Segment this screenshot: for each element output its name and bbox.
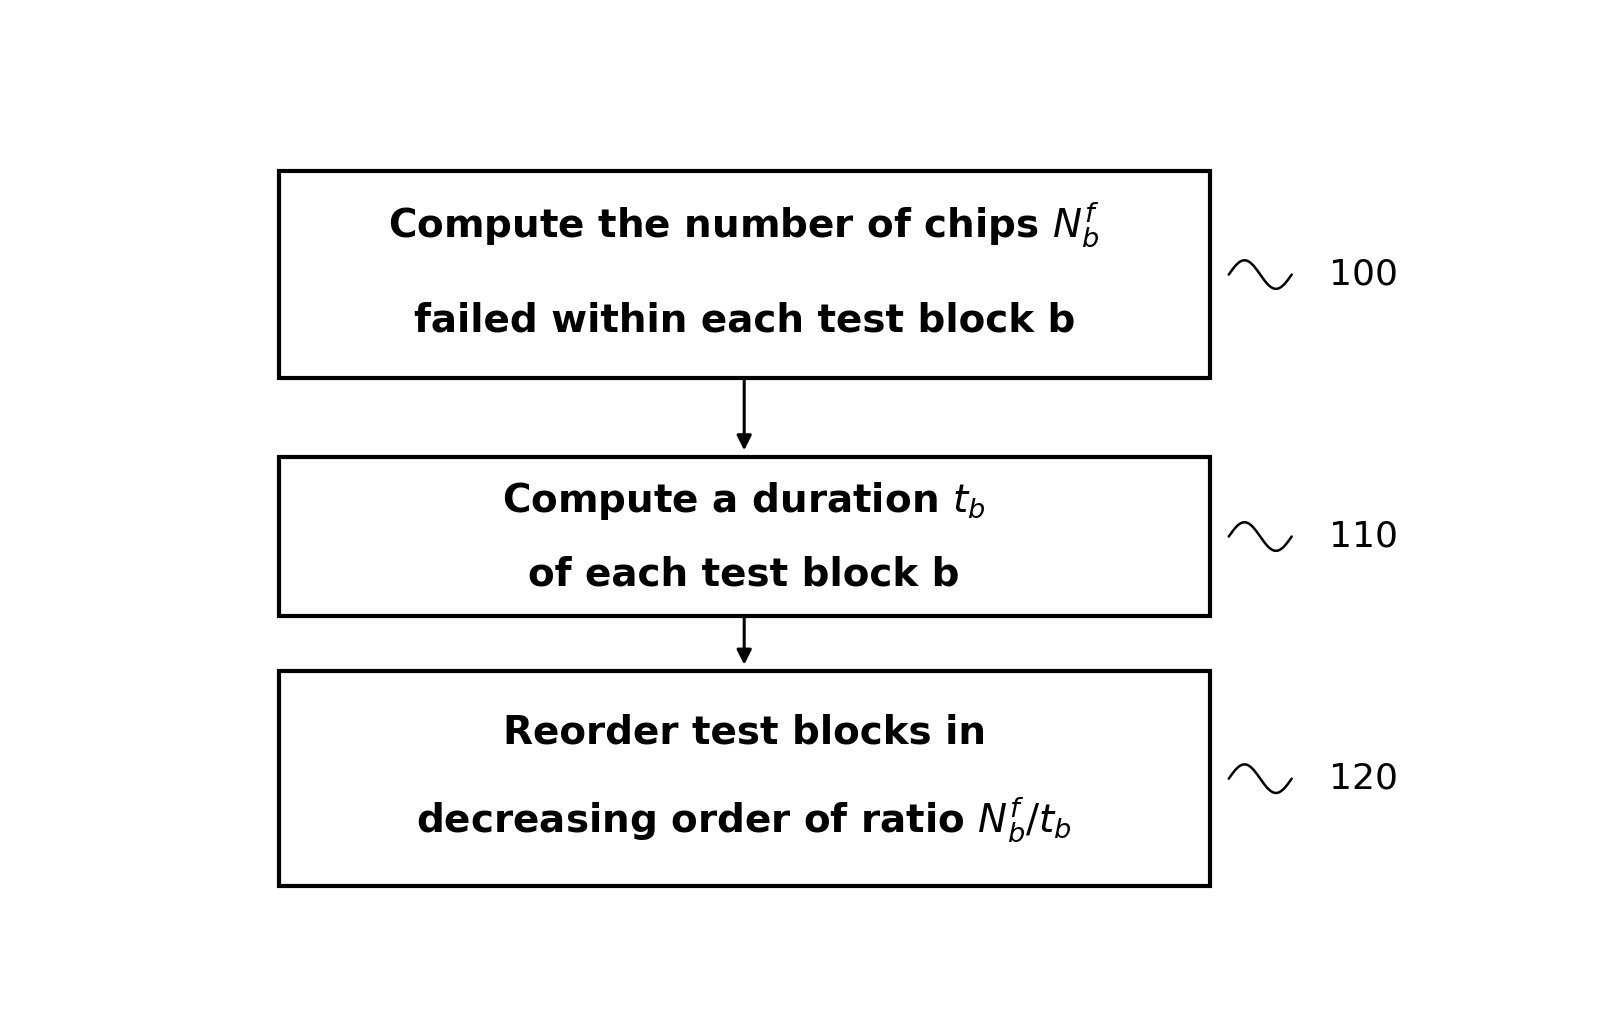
Text: failed within each test block b: failed within each test block b	[414, 302, 1074, 339]
FancyBboxPatch shape	[279, 457, 1209, 616]
Text: Compute the number of chips $\it{N}_{\it{b}}^{\it{f}}$: Compute the number of chips $\it{N}_{\it…	[388, 200, 1099, 251]
Text: 110: 110	[1329, 520, 1397, 554]
Text: 100: 100	[1329, 258, 1397, 292]
Text: of each test block b: of each test block b	[527, 556, 959, 594]
Text: 120: 120	[1329, 762, 1397, 796]
Text: decreasing order of ratio $\it{N}_{\it{b}}^{\it{f}}/\it{t}_{\it{b}}$: decreasing order of ratio $\it{N}_{\it{b…	[415, 795, 1071, 845]
Text: Reorder test blocks in: Reorder test blocks in	[503, 713, 985, 752]
FancyBboxPatch shape	[279, 671, 1209, 886]
FancyBboxPatch shape	[279, 171, 1209, 377]
Text: Compute a duration $\it{t}_{\it{b}}$: Compute a duration $\it{t}_{\it{b}}$	[502, 479, 985, 522]
